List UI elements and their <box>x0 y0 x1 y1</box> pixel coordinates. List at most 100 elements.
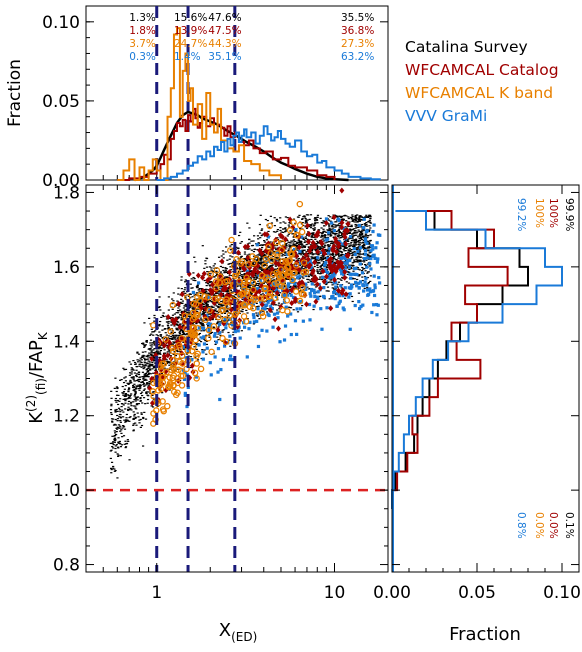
vvv-point <box>286 314 290 318</box>
catalina-point <box>113 430 116 432</box>
catalina-point <box>201 302 204 305</box>
catalina-point <box>169 352 172 354</box>
wfcamcal-catalog-point <box>305 256 311 263</box>
catalina-point <box>200 313 203 316</box>
catalina-point <box>260 256 263 258</box>
wfcamcal-catalog-point <box>235 249 241 256</box>
catalina-point <box>353 228 356 230</box>
vvv-point <box>365 288 370 292</box>
catalina-point <box>331 226 334 228</box>
catalina-point <box>301 249 304 251</box>
catalina-point <box>203 309 206 312</box>
catalina-point <box>279 229 282 232</box>
catalina-point <box>302 277 305 279</box>
vvv-point <box>186 385 190 389</box>
catalina-point <box>345 220 348 222</box>
catalina-point <box>147 369 150 372</box>
catalina-point <box>297 239 300 241</box>
catalina-point <box>199 317 202 319</box>
catalina-point <box>363 245 366 247</box>
catalina-point <box>172 337 175 339</box>
catalina-point <box>167 326 170 329</box>
catalina-point <box>139 397 142 399</box>
catalina-point <box>213 286 217 288</box>
catalina-point <box>134 398 137 400</box>
catalina-point <box>117 394 120 397</box>
catalina-point <box>148 334 152 336</box>
catalina-point <box>133 388 136 391</box>
vvv-point <box>213 332 217 336</box>
catalina-point <box>237 234 241 237</box>
vvv-point <box>376 233 381 237</box>
vvv-point <box>257 273 261 277</box>
catalina-point <box>208 336 211 338</box>
catalina-point <box>142 416 145 419</box>
catalina-point <box>134 422 137 424</box>
catalina-point <box>285 229 288 231</box>
catalina-point <box>288 245 292 247</box>
vvv-point <box>360 271 365 275</box>
catalina-point <box>332 256 336 258</box>
vvv-point <box>298 249 302 254</box>
catalina-point <box>279 222 282 224</box>
catalina-point <box>202 311 205 313</box>
catalina-point <box>215 273 219 276</box>
catalina-point <box>311 257 314 259</box>
catalina-point <box>301 218 304 220</box>
catalina-point <box>129 403 133 405</box>
catalina-point <box>301 305 304 307</box>
catalina-point <box>329 235 332 237</box>
catalina-point <box>239 256 243 258</box>
catalina-point <box>166 321 169 323</box>
catalina-point <box>143 385 146 387</box>
catalina-point <box>134 405 137 407</box>
catalina-point <box>217 339 220 341</box>
vvv-point <box>222 344 227 348</box>
catalina-point <box>364 264 368 267</box>
wfcamcal-catalog-point <box>344 252 350 259</box>
catalina-point <box>311 267 315 269</box>
catalina-point <box>175 312 178 314</box>
catalina-point <box>342 219 345 221</box>
catalina-point <box>324 248 327 251</box>
catalina-point <box>274 304 278 306</box>
catalina-point <box>366 287 369 289</box>
catalina-point <box>314 219 317 221</box>
catalina-point <box>161 336 164 339</box>
catalina-point <box>282 275 285 277</box>
catalina-point <box>116 453 119 455</box>
catalina-point <box>220 321 224 323</box>
catalina-point <box>158 356 161 359</box>
catalina-point <box>148 352 151 354</box>
catalina-point <box>141 380 144 383</box>
catalina-point <box>353 259 356 261</box>
catalina-point <box>275 218 278 221</box>
catalina-point <box>168 389 171 391</box>
catalina-point <box>153 348 156 350</box>
catalina-point <box>122 435 126 437</box>
catalina-point <box>151 331 155 333</box>
catalina-point <box>157 346 161 349</box>
catalina-point <box>287 241 290 243</box>
catalina-point <box>335 230 338 233</box>
vvv-point <box>286 284 290 288</box>
vvv-point <box>356 249 360 254</box>
vvv-point <box>278 340 282 344</box>
catalina-point <box>173 341 176 343</box>
catalina-point <box>138 365 141 367</box>
catalina-point <box>358 238 361 240</box>
catalina-point <box>260 248 263 250</box>
catalina-point <box>314 217 317 219</box>
vvv-point <box>365 265 369 269</box>
catalina-point <box>214 308 217 310</box>
catalina-point <box>304 237 308 240</box>
catalina-point <box>143 373 146 375</box>
catalina-point <box>360 239 364 241</box>
catalina-point <box>275 220 279 222</box>
catalina-point <box>276 257 279 260</box>
vvv-point <box>218 331 222 335</box>
catalina-point <box>205 304 208 306</box>
catalina-point <box>285 246 288 248</box>
catalina-point <box>348 228 352 230</box>
catalina-point <box>361 245 364 247</box>
